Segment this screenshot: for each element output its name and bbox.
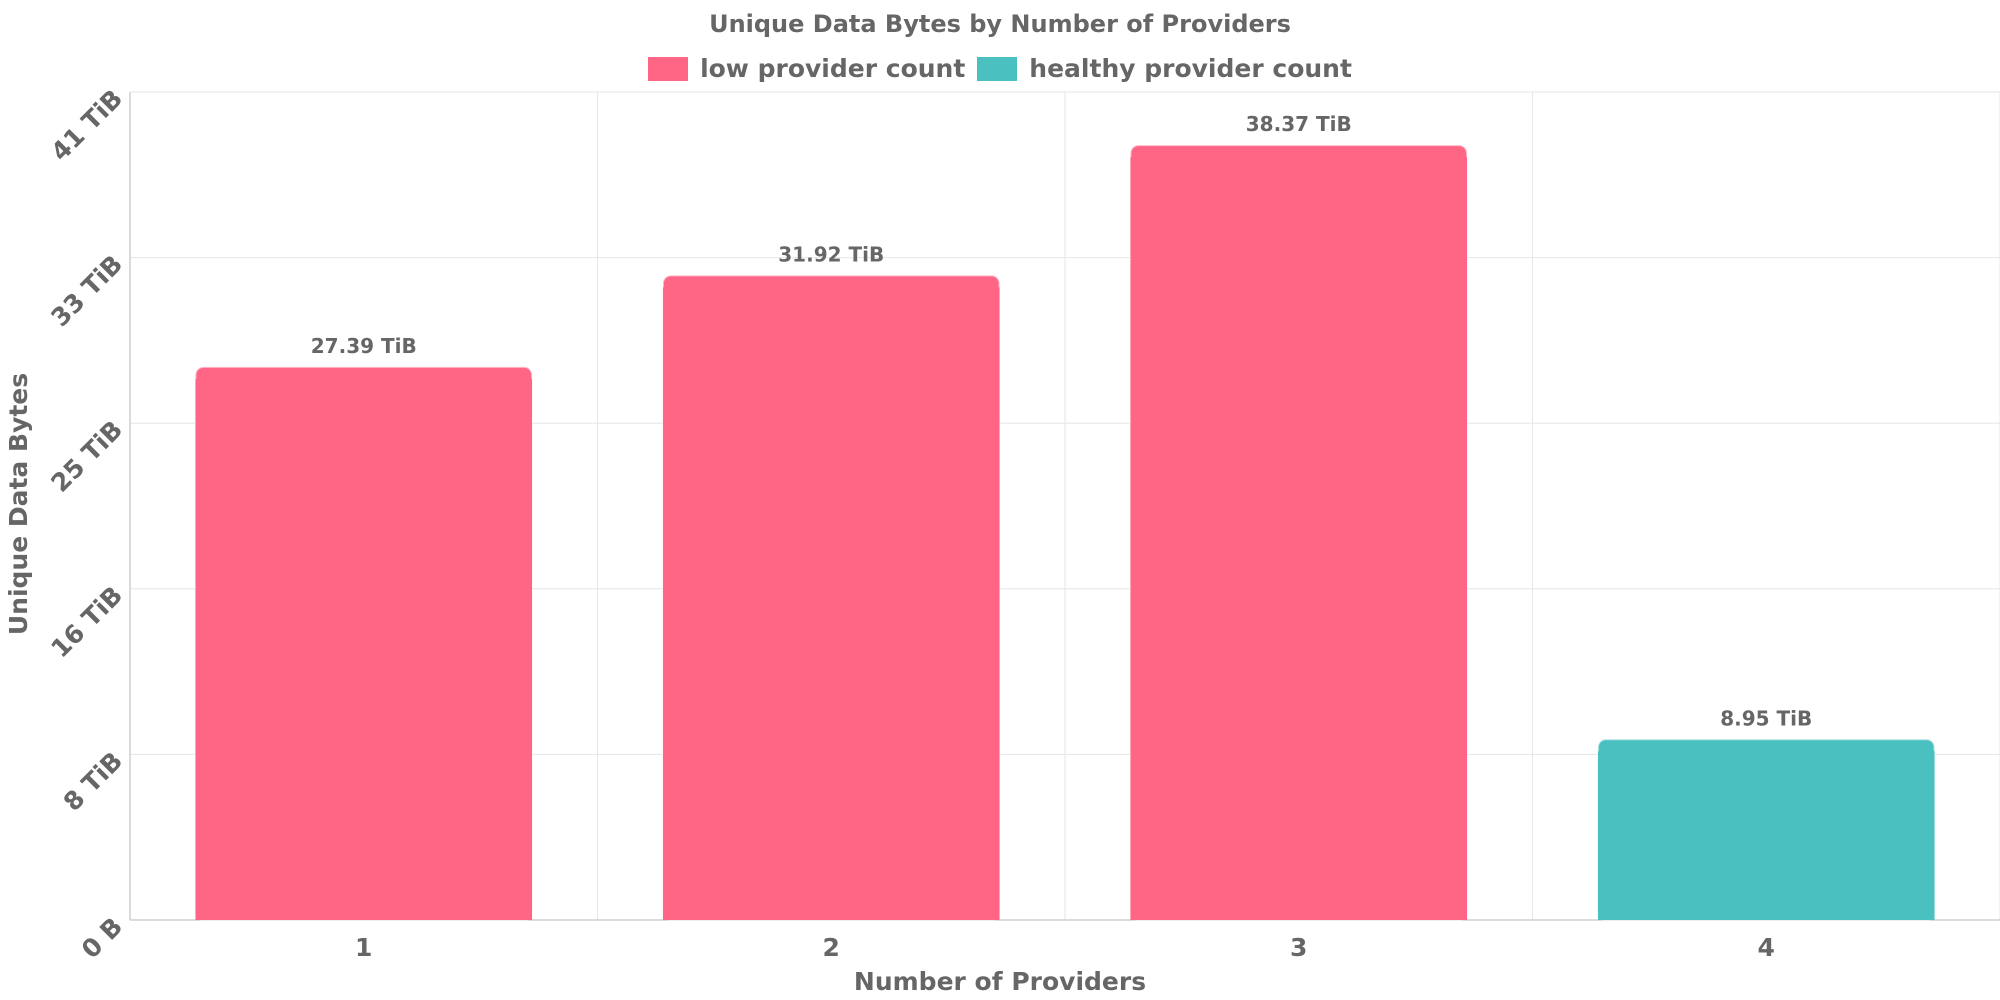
y-tick-label-4: 33 TiB — [45, 249, 128, 332]
y-tick-label-5: 41 TiB — [45, 84, 128, 167]
chart-title: Unique Data Bytes by Number of Providers — [709, 10, 1291, 38]
data-label-4: 8.95 TiB — [1720, 706, 1812, 730]
x-axis-title: Number of Providers — [854, 967, 1146, 996]
legend-label-healthy: healthy provider count — [1029, 54, 1352, 83]
legend-swatch-low — [648, 56, 689, 81]
data-label-1: 27.39 TiB — [311, 334, 417, 358]
bar-base-3 — [1130, 157, 1468, 921]
legend-label-low: low provider count — [700, 54, 966, 83]
data-label-2: 31.92 TiB — [778, 242, 884, 266]
y-tick-label-0: 0 B — [76, 912, 128, 964]
x-tick-label-3: 3 — [1290, 933, 1307, 962]
y-axis-title: Unique Data Bytes — [4, 373, 33, 635]
x-tick-label-1: 1 — [355, 933, 372, 962]
data-label-3: 38.37 TiB — [1246, 112, 1352, 136]
legend-item-healthy-provider-count[interactable]: healthy provider count — [977, 54, 1352, 83]
bar-base-4 — [1597, 751, 1935, 920]
y-tick-label-1: 8 TiB — [58, 746, 129, 817]
x-tick-label-2: 2 — [823, 933, 840, 962]
bar-base-2 — [662, 287, 1000, 920]
y-tick-label-3: 25 TiB — [45, 415, 128, 498]
y-tick-label-2: 16 TiB — [45, 581, 128, 664]
bar-base-1 — [195, 378, 533, 921]
legend: low provider count healthy provider coun… — [0, 54, 2000, 83]
legend-item-low-provider-count[interactable]: low provider count — [648, 54, 965, 83]
x-tick-label-4: 4 — [1758, 933, 1775, 962]
legend-swatch-healthy — [977, 56, 1018, 81]
